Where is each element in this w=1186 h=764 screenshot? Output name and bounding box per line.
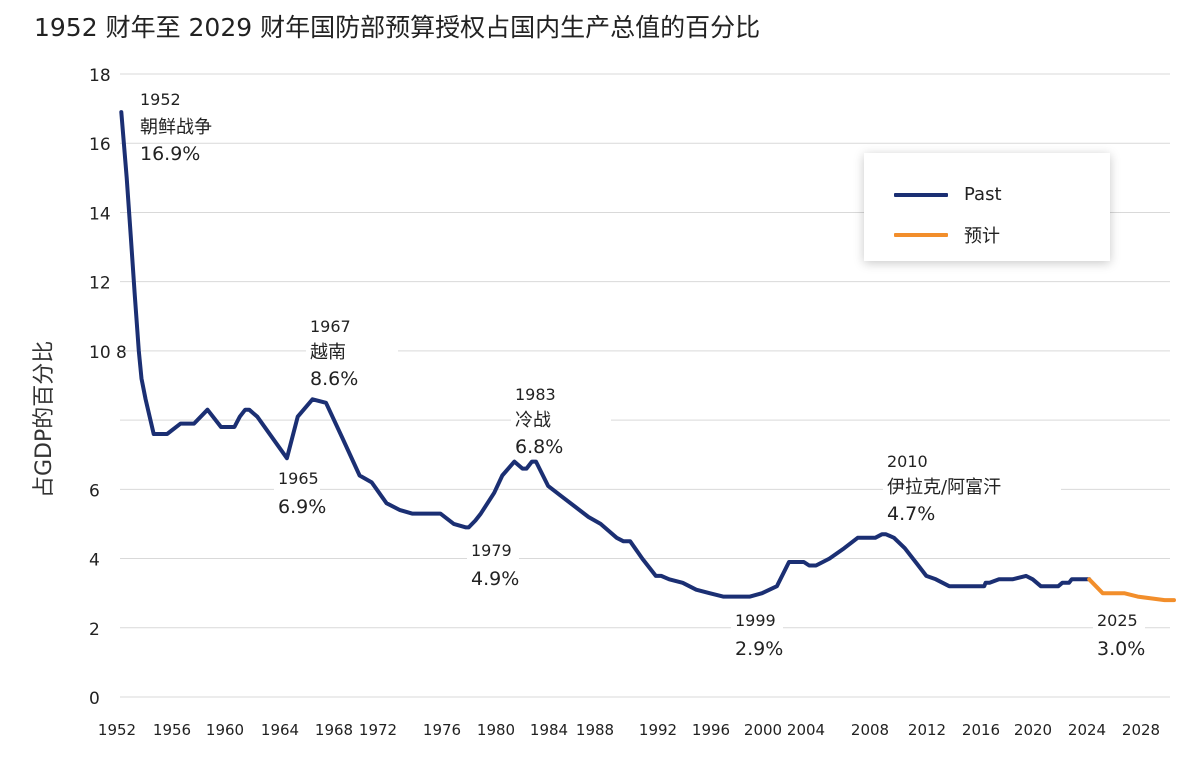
x-tick-label: 1992 bbox=[639, 721, 677, 739]
annotation-1979: 1979 4.9% bbox=[467, 538, 519, 590]
annotation-2025: 2025 3.0% bbox=[1093, 608, 1145, 660]
annotation-2010: 2010 伊拉克/阿富汗 4.7% bbox=[883, 449, 1061, 525]
annotation-background bbox=[274, 466, 320, 517]
legend-swatch-past bbox=[894, 192, 948, 197]
grid-lines bbox=[120, 73, 1170, 698]
y-tick-label: 12 bbox=[89, 274, 111, 294]
annotation-year: 2025 bbox=[1097, 611, 1138, 630]
annotation-year: 1999 bbox=[735, 611, 776, 630]
annotation-year: 1983 bbox=[515, 385, 556, 404]
annotation-1983: 1983 冷战 6.8% bbox=[511, 382, 611, 458]
x-tick-label: 1956 bbox=[153, 721, 191, 739]
x-tick-label: 1968 bbox=[315, 721, 353, 739]
x-tick-label: 2024 bbox=[1068, 721, 1106, 739]
x-tick-label: 1972 bbox=[359, 721, 397, 739]
annotation-value: 2.9% bbox=[735, 638, 783, 660]
legend-label-projected: 预计 bbox=[964, 226, 1000, 247]
annotation-1999: 1999 2.9% bbox=[731, 608, 783, 660]
y-tick-label: 18 bbox=[89, 66, 111, 86]
annotation-1965: 1965 6.9% bbox=[274, 466, 326, 518]
annotation-event: 冷战 bbox=[515, 410, 551, 431]
annotation-background bbox=[1093, 608, 1145, 659]
x-axis-ticks: 1952 1956 1960 1964 1968 1972 1976 1980 1984 1988… bbox=[98, 721, 1160, 739]
annotation-value: 4.7% bbox=[887, 503, 935, 525]
annotations: 1952 朝鲜战争 16.9% 1967 越南 8.6% 1983 冷战 6.8% 1965 6.9… bbox=[140, 90, 1145, 660]
x-tick-label: 2028 bbox=[1122, 721, 1160, 739]
annotation-background bbox=[306, 314, 398, 389]
series-lines bbox=[119, 110, 1176, 603]
x-tick-label: 1980 bbox=[477, 721, 515, 739]
annotation-background bbox=[731, 608, 783, 659]
annotation-value: 6.9% bbox=[278, 496, 326, 518]
annotation-value: 8.6% bbox=[310, 368, 358, 390]
annotation-value: 4.9% bbox=[471, 568, 519, 590]
x-tick-label: 2012 bbox=[908, 721, 946, 739]
legend: Past 预计 bbox=[864, 153, 1110, 261]
x-tick-label: 1976 bbox=[423, 721, 461, 739]
x-tick-label: 1960 bbox=[206, 721, 244, 739]
annotation-event: 朝鲜战争 bbox=[140, 117, 212, 138]
series-line-past bbox=[119, 110, 1092, 599]
legend-label-past: Past bbox=[964, 184, 1002, 205]
annotation-event: 越南 bbox=[310, 342, 346, 363]
x-tick-label: 1984 bbox=[530, 721, 568, 739]
y-tick-label: 0 bbox=[89, 689, 100, 709]
annotation-background bbox=[511, 382, 611, 457]
annotation-background bbox=[883, 449, 1061, 524]
x-tick-label: 1988 bbox=[576, 721, 614, 739]
annotation-background bbox=[467, 538, 519, 589]
y-tick-label: 2 bbox=[89, 620, 100, 640]
legend-item-past: Past bbox=[894, 184, 1002, 205]
annotation-year: 1979 bbox=[471, 541, 512, 560]
annotation-1952: 1952 朝鲜战争 16.9% bbox=[140, 90, 212, 165]
x-tick-label: 2000 bbox=[744, 721, 782, 739]
y-tick-label: 16 bbox=[89, 135, 111, 155]
annotation-1967: 1967 越南 8.6% bbox=[306, 314, 398, 390]
x-tick-label: 1964 bbox=[261, 721, 299, 739]
annotation-value: 3.0% bbox=[1097, 638, 1145, 660]
annotation-year: 1967 bbox=[310, 317, 351, 336]
x-tick-label: 2020 bbox=[1014, 721, 1052, 739]
annotation-event: 伊拉克/阿富汗 bbox=[887, 477, 1001, 498]
x-tick-label: 2004 bbox=[787, 721, 825, 739]
x-tick-label: 1952 bbox=[98, 721, 136, 739]
y-tick-label: 14 bbox=[89, 204, 111, 224]
annotation-year: 2010 bbox=[887, 452, 928, 471]
y-tick-label: 10 8 bbox=[89, 343, 127, 363]
annotation-year: 1965 bbox=[278, 469, 319, 488]
y-axis-ticks: 0 2 4 6 10 8 12 14 16 18 bbox=[89, 66, 127, 709]
chart-title: 1952 财年至 2029 财年国防部预算授权占国内生产总值的百分比 bbox=[34, 13, 761, 42]
series-line-projected bbox=[1087, 577, 1176, 603]
x-tick-label: 1996 bbox=[692, 721, 730, 739]
annotation-value: 6.8% bbox=[515, 436, 563, 458]
legend-item-projected: 预计 bbox=[894, 222, 1000, 248]
annotation-year: 1952 bbox=[140, 90, 181, 109]
annotation-value: 16.9% bbox=[140, 143, 200, 165]
legend-swatch-projected bbox=[894, 233, 948, 237]
y-tick-label: 6 bbox=[89, 481, 100, 501]
x-tick-label: 2008 bbox=[851, 721, 889, 739]
x-tick-label: 2016 bbox=[962, 721, 1000, 739]
y-tick-label: 4 bbox=[89, 551, 100, 571]
